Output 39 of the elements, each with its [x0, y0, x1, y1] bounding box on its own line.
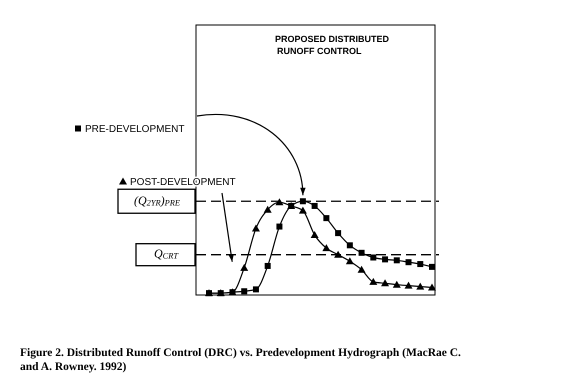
point — [264, 206, 272, 213]
point — [322, 244, 330, 252]
point — [300, 198, 306, 204]
point — [252, 286, 259, 292]
chart-title: PROPOSED DISTRIBUTED RUNOFF CONTROL — [275, 34, 390, 56]
point — [346, 257, 354, 264]
ref-line-label: (Q$_{2YR}$)$_{PRE}$ — [134, 193, 180, 208]
ref-line-label: Q$_{CRT}$ — [154, 246, 180, 261]
point — [335, 230, 342, 236]
point — [429, 264, 435, 270]
point — [358, 266, 366, 273]
point — [298, 206, 307, 214]
point — [310, 231, 319, 238]
point — [218, 290, 224, 296]
point — [404, 282, 413, 289]
point — [358, 250, 365, 256]
point — [369, 278, 378, 285]
point — [406, 259, 412, 266]
point — [394, 257, 400, 264]
point — [252, 224, 260, 232]
point — [206, 290, 212, 296]
point — [416, 282, 424, 290]
point — [428, 284, 436, 290]
point — [392, 280, 401, 288]
caption: Figure 2. Distributed Runoff Control (DRC) vs. Predevelopment Hydrograph (MacRae C. and A. Rowney. 1992) — [20, 347, 462, 373]
point — [276, 224, 282, 230]
point — [417, 261, 424, 268]
legend-label: PRE-DEVELOPMENT — [85, 124, 184, 135]
point — [382, 256, 388, 262]
point — [370, 254, 376, 260]
point — [323, 215, 330, 222]
point — [346, 242, 353, 248]
point — [312, 202, 318, 209]
point — [240, 264, 248, 271]
point — [241, 288, 248, 294]
point — [381, 279, 390, 286]
point — [334, 250, 342, 258]
point — [275, 198, 284, 206]
point — [264, 262, 271, 269]
